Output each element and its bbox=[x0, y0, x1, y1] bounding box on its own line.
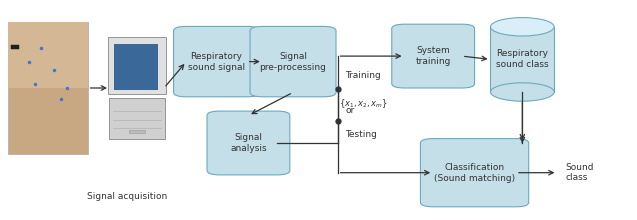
Text: Signal acquisition: Signal acquisition bbox=[87, 192, 168, 201]
FancyBboxPatch shape bbox=[108, 37, 166, 94]
Text: System
training: System training bbox=[415, 46, 451, 66]
FancyBboxPatch shape bbox=[8, 22, 88, 88]
Text: or: or bbox=[345, 106, 355, 114]
Text: Signal
pre-processing: Signal pre-processing bbox=[260, 51, 326, 72]
Text: Testing: Testing bbox=[345, 130, 377, 139]
FancyBboxPatch shape bbox=[420, 139, 529, 207]
Ellipse shape bbox=[490, 18, 554, 36]
FancyBboxPatch shape bbox=[113, 44, 158, 90]
FancyBboxPatch shape bbox=[108, 98, 166, 139]
Polygon shape bbox=[490, 27, 554, 92]
FancyBboxPatch shape bbox=[392, 24, 475, 88]
Text: Classification
(Sound matching): Classification (Sound matching) bbox=[434, 163, 515, 183]
FancyBboxPatch shape bbox=[129, 130, 145, 133]
Ellipse shape bbox=[490, 83, 554, 101]
FancyBboxPatch shape bbox=[173, 26, 260, 97]
FancyBboxPatch shape bbox=[8, 22, 88, 154]
Text: $\{x_1, x_2, x_m\}$: $\{x_1, x_2, x_m\}$ bbox=[339, 97, 388, 110]
Text: Respiratory
sound signal: Respiratory sound signal bbox=[188, 51, 245, 72]
FancyBboxPatch shape bbox=[207, 111, 290, 175]
Text: Sound
class: Sound class bbox=[566, 163, 594, 182]
FancyBboxPatch shape bbox=[250, 26, 336, 97]
FancyBboxPatch shape bbox=[10, 45, 20, 49]
Text: Signal
analysis: Signal analysis bbox=[230, 133, 267, 153]
Text: Respiratory
sound class: Respiratory sound class bbox=[496, 49, 548, 70]
Text: Training: Training bbox=[345, 72, 381, 80]
